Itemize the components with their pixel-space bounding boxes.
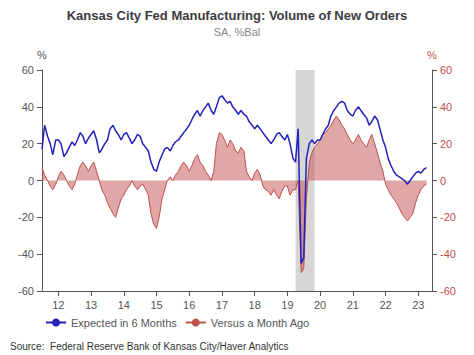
- svg-text:Source: Federal Reserve Bank: Source: Federal Reserve Bank of Kansas C…: [10, 341, 288, 352]
- svg-text:-40: -40: [18, 248, 34, 260]
- svg-text:60: 60: [22, 64, 34, 76]
- svg-text:20: 20: [22, 138, 34, 150]
- svg-text:%: %: [37, 49, 47, 61]
- svg-text:17: 17: [216, 299, 228, 311]
- svg-text:Versus a Month Ago: Versus a Month Ago: [211, 317, 309, 329]
- svg-text:Expected in 6 Months: Expected in 6 Months: [71, 317, 177, 329]
- svg-text:13: 13: [85, 299, 97, 311]
- svg-text:12: 12: [52, 299, 64, 311]
- svg-text:-60: -60: [18, 285, 34, 297]
- svg-text:16: 16: [183, 299, 195, 311]
- svg-text:-20: -20: [18, 211, 34, 223]
- svg-text:-40: -40: [440, 248, 456, 260]
- svg-text:SA, %Bal: SA, %Bal: [214, 26, 260, 38]
- svg-text:23: 23: [412, 299, 424, 311]
- svg-text:15: 15: [150, 299, 162, 311]
- svg-text:21: 21: [347, 299, 359, 311]
- svg-text:22: 22: [379, 299, 391, 311]
- svg-text:0: 0: [28, 175, 34, 187]
- svg-text:40: 40: [440, 101, 452, 113]
- svg-text:20: 20: [440, 138, 452, 150]
- svg-text:14: 14: [118, 299, 130, 311]
- svg-text:20: 20: [314, 299, 326, 311]
- svg-text:40: 40: [22, 101, 34, 113]
- svg-text:%: %: [427, 49, 437, 61]
- svg-text:60: 60: [440, 64, 452, 76]
- svg-text:18: 18: [249, 299, 261, 311]
- svg-text:-60: -60: [440, 285, 456, 297]
- svg-text:19: 19: [281, 299, 293, 311]
- svg-text:Kansas City Fed Manufacturing:: Kansas City Fed Manufacturing: Volume of…: [67, 8, 408, 23]
- svg-text:0: 0: [440, 175, 446, 187]
- svg-text:-20: -20: [440, 211, 456, 223]
